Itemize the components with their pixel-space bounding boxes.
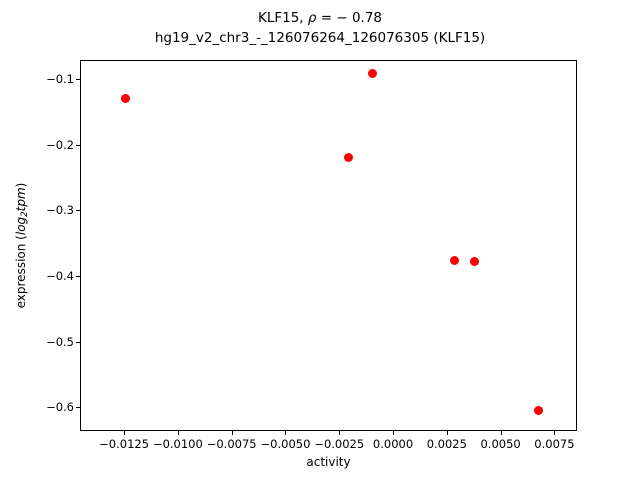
x-axis-tick-label: −0.0125 [99, 437, 150, 451]
y-axis-label: expression (log2tpm) [14, 60, 30, 431]
y-axis-tick [76, 79, 80, 81]
x-axis-tick [285, 431, 287, 435]
x-axis-tick-label: 0.0000 [372, 437, 414, 451]
x-axis-tick-label: 0.0050 [480, 437, 521, 451]
x-axis-tick [339, 431, 341, 435]
y-axis-tick-label: −0.4 [46, 268, 74, 283]
x-axis-tick [177, 431, 179, 435]
data-point [533, 406, 543, 416]
x-axis-tick-label: −0.0050 [260, 437, 311, 451]
data-point [449, 256, 459, 266]
plot-area [81, 61, 576, 430]
x-axis-tick-label: −0.0075 [206, 437, 257, 451]
x-axis-tick-label: −0.0025 [314, 437, 365, 451]
y-axis-tick [76, 144, 80, 146]
y-label-log: log [14, 216, 28, 236]
y-axis-tick [76, 210, 80, 212]
data-point [120, 94, 130, 104]
y-axis-tick [76, 275, 80, 277]
x-axis-tick-label: 0.0075 [534, 437, 575, 451]
y-label-prefix: expression ( [14, 235, 28, 309]
x-axis-tick [393, 431, 395, 435]
x-axis-tick-label: −0.0100 [152, 437, 203, 451]
x-axis-tick [554, 431, 556, 435]
title-line-1: KLF15, ρ = − 0.78 [0, 8, 640, 28]
y-axis-tick-label: −0.1 [46, 72, 74, 87]
y-label-tpm: tpm [14, 187, 28, 212]
x-axis-tick [231, 431, 233, 435]
x-axis-tick [446, 431, 448, 435]
y-axis-tick-label: −0.3 [46, 203, 74, 218]
y-axis-tick [76, 407, 80, 409]
rho-symbol: ρ [307, 10, 317, 26]
title-rho-value: = − 0.78 [316, 10, 383, 26]
data-point [469, 257, 479, 267]
x-axis-tick-label: 0.0025 [426, 437, 467, 451]
x-axis-tick [124, 431, 126, 435]
y-axis-tick-label: −0.6 [46, 400, 74, 415]
data-point [368, 68, 378, 78]
x-axis-tick [500, 431, 502, 435]
title-gene-name: KLF15, [257, 10, 308, 26]
title-line-2: hg19_v2_chr3_-_126076264_126076305 (KLF1… [154, 30, 486, 46]
x-axis-label: activity [306, 455, 351, 469]
y-label-suffix: ) [14, 182, 28, 188]
y-label-subscript: 2 [19, 211, 30, 217]
data-point [343, 153, 353, 163]
plot-frame [80, 60, 577, 431]
y-axis-tick-label: −0.2 [46, 137, 74, 152]
y-axis-tick-label: −0.5 [46, 334, 74, 349]
y-axis-tick [76, 341, 80, 343]
figure-title: KLF15, ρ = − 0.78 hg19_v2_chr3_-_1260762… [0, 8, 640, 48]
